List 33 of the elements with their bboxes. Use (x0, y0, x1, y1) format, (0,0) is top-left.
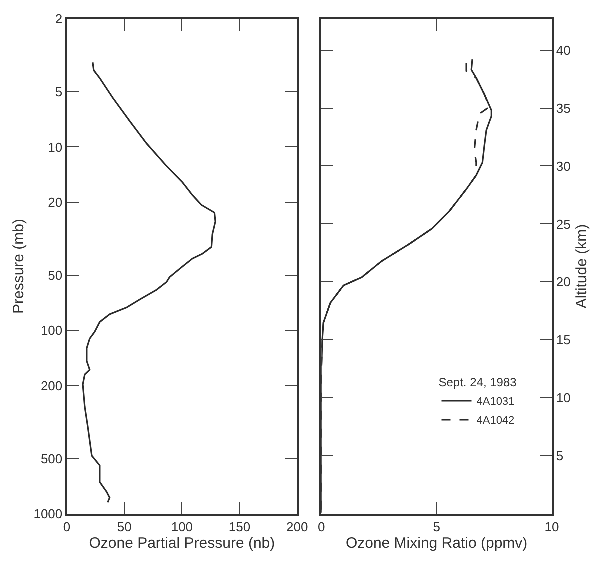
x-tick-label: 10 (544, 519, 560, 534)
x-tick-label: 0 (63, 519, 71, 534)
y2-tick-label: 5 (556, 448, 564, 464)
legend-title: Sept. 24, 1983 (438, 375, 518, 390)
y-tick-label: 2 (55, 12, 63, 27)
y2-tick-label: 40 (556, 42, 571, 58)
x-axis-title: Ozone Mixing Ratio (ppmv) (346, 534, 528, 552)
y-tick-label: 100 (40, 323, 63, 338)
y2-tick-label: 35 (556, 100, 571, 116)
line-series (82, 62, 216, 504)
y2-tick-label: 25 (556, 216, 571, 232)
x-tick-label: 50 (117, 519, 132, 534)
y-tick-label: 10 (48, 140, 63, 155)
y2-tick-label: 20 (556, 274, 571, 290)
y-tick-label: 50 (48, 268, 63, 283)
y2-tick-label: 10 (556, 390, 571, 406)
y-tick-label: 20 (48, 194, 63, 210)
legend-label: 4A1042 (476, 415, 515, 428)
x-tick-label: 100 (171, 519, 194, 534)
y-tick-label: 5 (55, 84, 63, 100)
y-tick-label: 200 (40, 378, 63, 394)
y-tick-label: 500 (40, 451, 63, 466)
y-tick-label: 1000 (34, 506, 63, 522)
legend-label: 4A1031 (476, 396, 515, 408)
x-tick-label: 5 (433, 519, 440, 534)
y2-tick-label: 15 (556, 332, 571, 348)
x-tick-label: 0 (318, 519, 326, 534)
y-axis-title: Pressure (mb) (10, 218, 28, 314)
x-axis-title: Ozone Partial Pressure (nb) (89, 534, 276, 552)
x-tick-label: 200 (286, 519, 308, 534)
y2-tick-label: 30 (556, 158, 571, 174)
y2-axis-title: Altitude (km) (573, 224, 590, 309)
x-tick-label: 150 (228, 519, 251, 534)
